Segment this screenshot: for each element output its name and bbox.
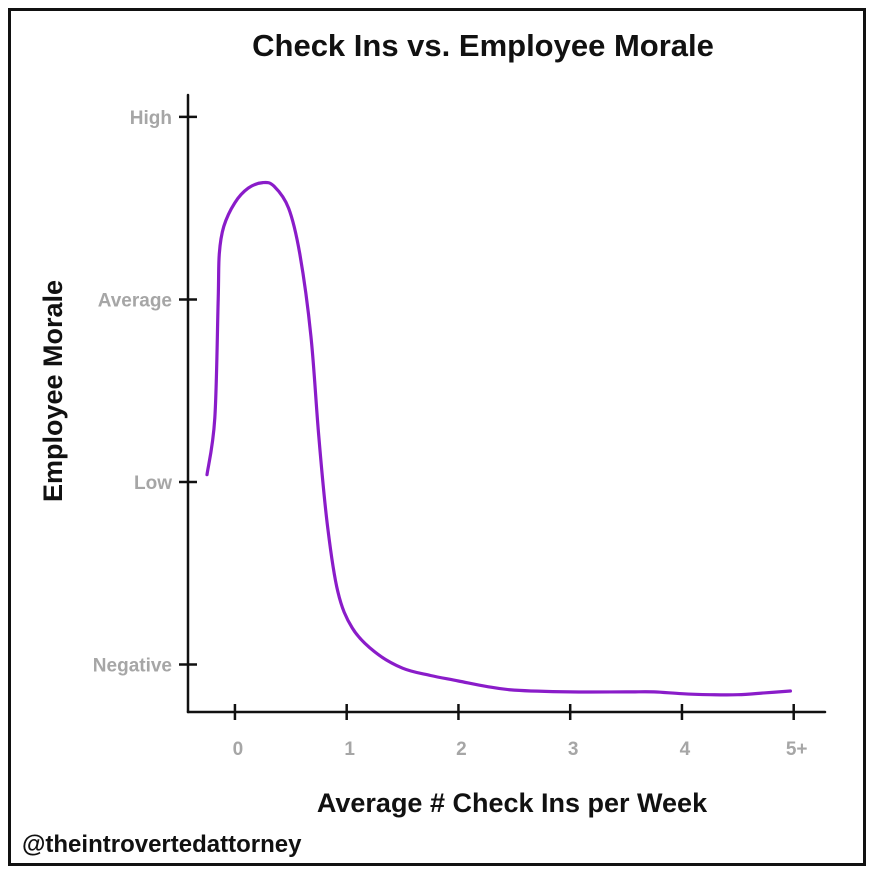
y-tick-label: High xyxy=(130,108,172,129)
x-tick-label: 3 xyxy=(568,739,579,760)
x-tick-label: 2 xyxy=(456,739,467,760)
morale-series-line xyxy=(205,180,792,697)
credit-handle: @theintrovertedattorney xyxy=(22,831,302,858)
chart-title: Check Ins vs. Employee Morale xyxy=(252,28,714,63)
y-tick-label: Negative xyxy=(93,656,172,677)
x-axis-label: Average # Check Ins per Week xyxy=(317,788,708,818)
chart-frame xyxy=(8,8,866,866)
y-tick-label: Average xyxy=(98,290,172,311)
x-tick-label: 5+ xyxy=(786,739,808,760)
y-axis-label: Employee Morale xyxy=(38,280,68,502)
x-tick-label: 4 xyxy=(680,739,691,760)
x-tick-label: 1 xyxy=(344,739,355,760)
x-tick-label: 0 xyxy=(233,739,244,760)
y-tick-label: Low xyxy=(134,473,172,494)
plot-area: Negative Low Average High 0 1 2 3 4 5+ xyxy=(93,93,827,760)
